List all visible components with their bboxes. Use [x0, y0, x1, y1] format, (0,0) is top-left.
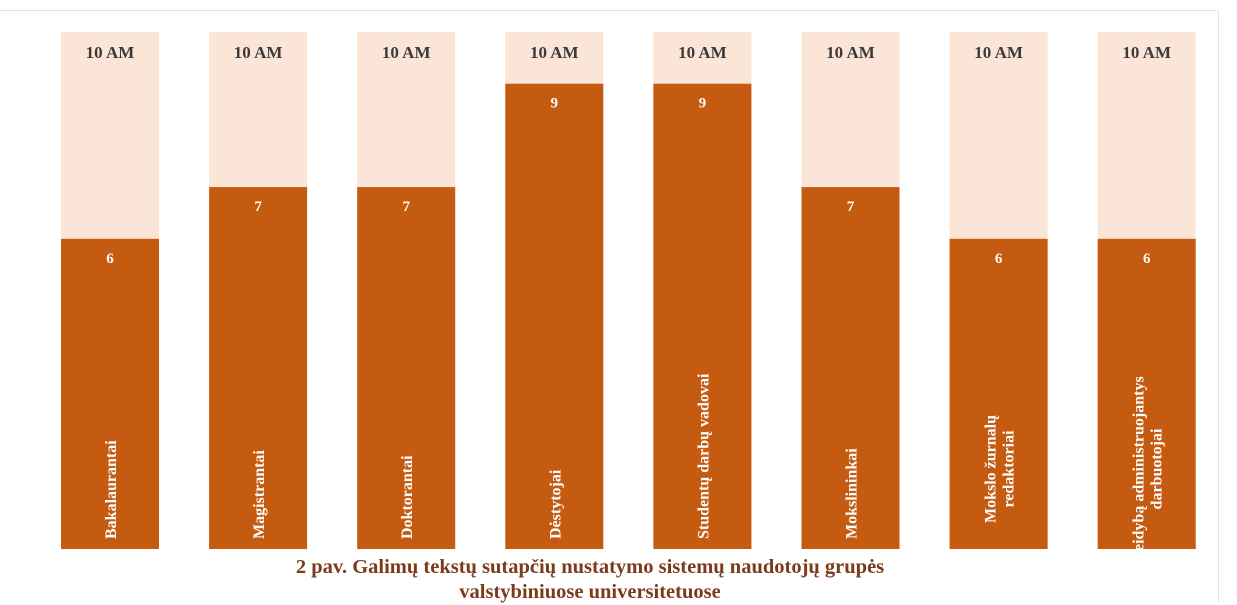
category-label: Mokslo žurnalų	[983, 415, 1000, 523]
value-bar	[949, 238, 1048, 550]
value-bar	[209, 187, 308, 549]
value-label: 9	[699, 96, 707, 112]
max-label: 10 AM	[678, 43, 727, 62]
value-label: 6	[106, 251, 114, 267]
max-label: 10 AM	[826, 43, 875, 62]
category-label: Leidybą administruojantys	[1131, 376, 1148, 560]
right-border	[1218, 10, 1219, 602]
figure-caption-line-1: 2 pav. Galimų tekstų sutapčių nustatymo …	[295, 556, 885, 578]
max-label: 10 AM	[86, 43, 135, 62]
category-label: Dėstytojai	[547, 469, 564, 539]
value-label: 7	[254, 199, 262, 215]
value-label: 9	[551, 96, 559, 112]
max-label: 10 AM	[382, 43, 431, 62]
category-label: Bakalaurantai	[103, 440, 120, 539]
value-label: 6	[1143, 251, 1151, 267]
figure-caption-line-2: valstybiniuose universitetuose	[459, 581, 721, 603]
category-label: darbuotojai	[1149, 428, 1166, 509]
max-label: 10 AM	[974, 43, 1023, 62]
category-label: redaktoriai	[1001, 430, 1018, 508]
max-label: 10 AM	[530, 43, 579, 62]
value-bar	[653, 83, 752, 549]
value-label: 7	[402, 199, 410, 215]
value-bar	[1097, 238, 1196, 550]
value-label: 7	[847, 199, 855, 215]
max-label: 10 AM	[234, 43, 283, 62]
max-label: 10 AM	[1122, 43, 1171, 62]
category-label: Studentų darbų vadovai	[695, 373, 712, 539]
value-bar	[61, 238, 159, 550]
category-label: Mokslininkai	[844, 448, 861, 539]
value-bar	[505, 83, 604, 549]
category-label: Doktorantai	[399, 455, 416, 539]
top-border	[0, 10, 1217, 11]
value-bar	[357, 187, 456, 549]
category-label: Magistrantai	[251, 450, 268, 539]
bar-chart: 10 AM 6 Bakalaurantai 10 AM 7 Magistrantai 10 …	[61, 32, 1196, 560]
value-bar	[801, 187, 900, 549]
value-label: 6	[995, 251, 1003, 267]
